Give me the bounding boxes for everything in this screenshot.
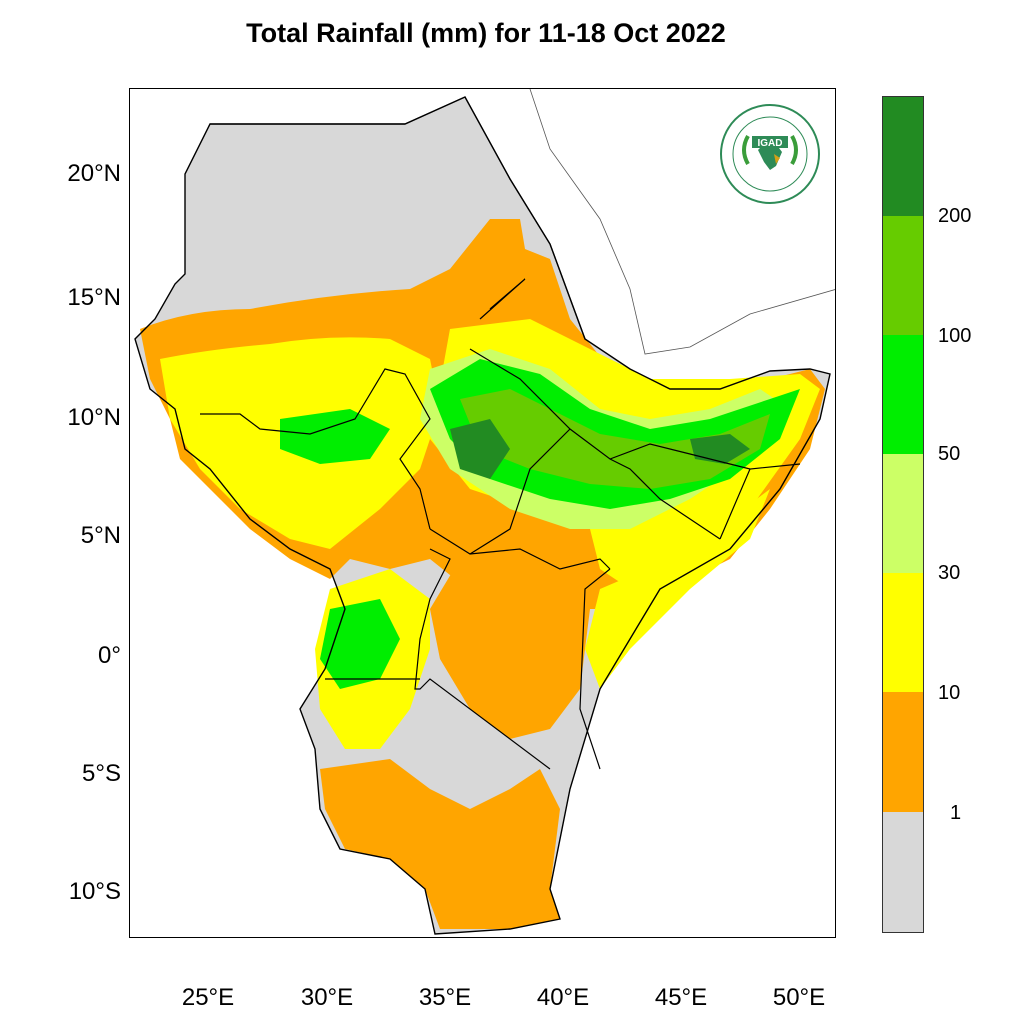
legend-swatch-extreme — [882, 96, 924, 217]
legend-swatch-very-heavy — [882, 216, 924, 335]
legend-label: 1 — [950, 802, 962, 824]
map-title: Total Rainfall (mm) for 11-18 Oct 2022 — [246, 18, 726, 48]
lat-tick-label: 5°N — [80, 522, 121, 549]
coastline — [134, 96, 831, 935]
legend-swatch-no-rain — [882, 812, 924, 933]
rainfall-map-svg — [134, 89, 835, 935]
legend-label: 200 — [938, 205, 972, 227]
logo-text: IGAD — [758, 138, 783, 149]
rain-50-100mm-south-sudan — [280, 409, 390, 464]
rain-50-100mm-lake-victoria — [320, 599, 400, 689]
lat-tick-label: 0° — [98, 642, 121, 669]
rain-10-30mm-somalia-coast — [585, 489, 770, 689]
legend-swatch-light — [882, 573, 924, 692]
lon-tick-label: 30°E — [300, 984, 354, 1011]
rain-1-10mm-south — [320, 759, 560, 929]
legend-swatch-moderate — [882, 454, 924, 573]
lon-tick-label: 35°E — [418, 984, 472, 1011]
rain-100-200mm — [460, 389, 770, 489]
igad-seal-icon: IGAD — [720, 104, 820, 204]
lon-tick-label: 25°E — [181, 984, 235, 1011]
lat-tick-label: 10°S — [68, 878, 121, 905]
legend-label: 30 — [938, 562, 961, 584]
legend-swatch-heavy — [882, 335, 924, 454]
arabian-peninsula-outline — [529, 89, 835, 355]
legend-swatch-very-light — [882, 692, 924, 812]
lon-tick-label: 45°E — [654, 984, 708, 1011]
legend-label: 10 — [938, 682, 961, 704]
rainfall-map — [129, 88, 836, 938]
rain-above-200mm — [450, 419, 750, 479]
lon-tick-label: 40°E — [536, 984, 590, 1011]
igad-logo: IGAD — [718, 102, 822, 206]
lat-tick-label: 5°S — [82, 760, 121, 787]
lat-tick-label: 20°N — [67, 160, 121, 187]
legend-label: 50 — [938, 443, 961, 465]
lat-tick-label: 15°N — [67, 284, 121, 311]
lat-tick-label: 10°N — [67, 404, 121, 431]
lon-tick-label: 50°E — [772, 984, 826, 1011]
rain-1-10mm-central — [430, 539, 590, 739]
legend-label: 100 — [938, 325, 972, 347]
